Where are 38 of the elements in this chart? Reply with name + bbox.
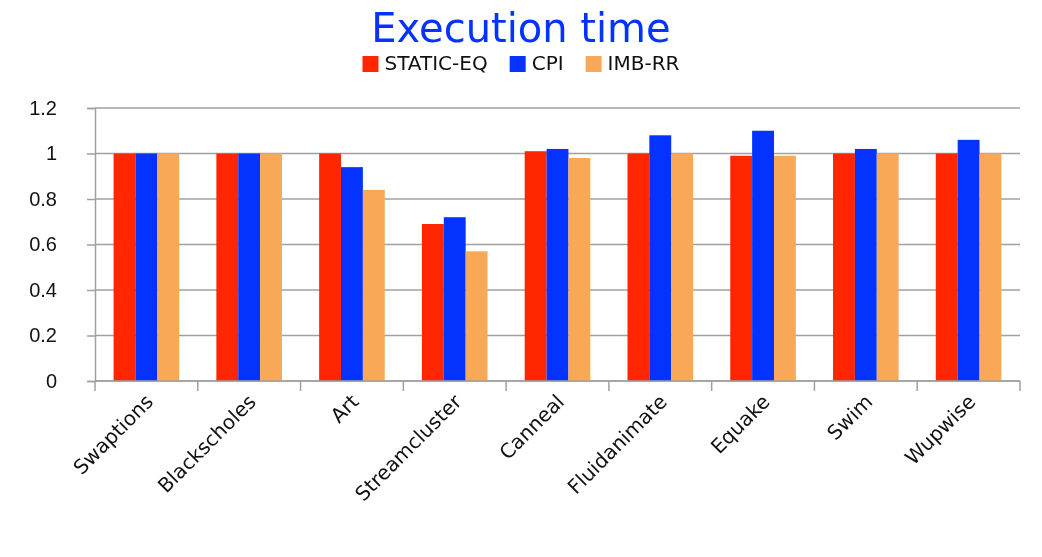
bar <box>421 224 444 381</box>
bar <box>568 158 591 381</box>
legend-label: CPI <box>531 51 564 75</box>
bar <box>465 251 488 381</box>
bar <box>216 153 239 381</box>
bar <box>113 153 136 381</box>
bar <box>443 217 466 381</box>
bar <box>876 153 899 381</box>
bar <box>135 153 158 381</box>
y-tick-label: 1.2 <box>29 96 57 119</box>
bar <box>957 139 980 381</box>
bar <box>260 153 282 381</box>
bar <box>671 153 694 381</box>
legend-label: IMB-RR <box>607 51 680 75</box>
bar <box>319 153 342 381</box>
bar <box>854 148 877 381</box>
y-tick-label: 1 <box>45 142 57 165</box>
bar <box>752 130 774 381</box>
bar <box>649 135 672 381</box>
y-tick-label: 0.8 <box>29 187 57 210</box>
bar <box>238 153 261 381</box>
bar <box>546 148 569 381</box>
y-tick-label: 0 <box>45 369 57 392</box>
y-tick-label: 0.6 <box>29 233 57 256</box>
y-tick-label: 0.2 <box>29 324 57 347</box>
bar <box>341 167 363 381</box>
bar <box>979 153 1002 381</box>
bar <box>157 153 180 381</box>
y-tick-label: 0.4 <box>29 278 57 301</box>
bar <box>627 153 650 381</box>
bar <box>935 153 958 381</box>
legend-label: STATIC-EQ <box>384 51 488 75</box>
bar <box>730 155 753 381</box>
bar <box>773 155 796 381</box>
bar <box>524 151 547 381</box>
bar <box>362 189 385 381</box>
bar <box>833 153 855 381</box>
chart-title: Execution time <box>371 5 671 51</box>
